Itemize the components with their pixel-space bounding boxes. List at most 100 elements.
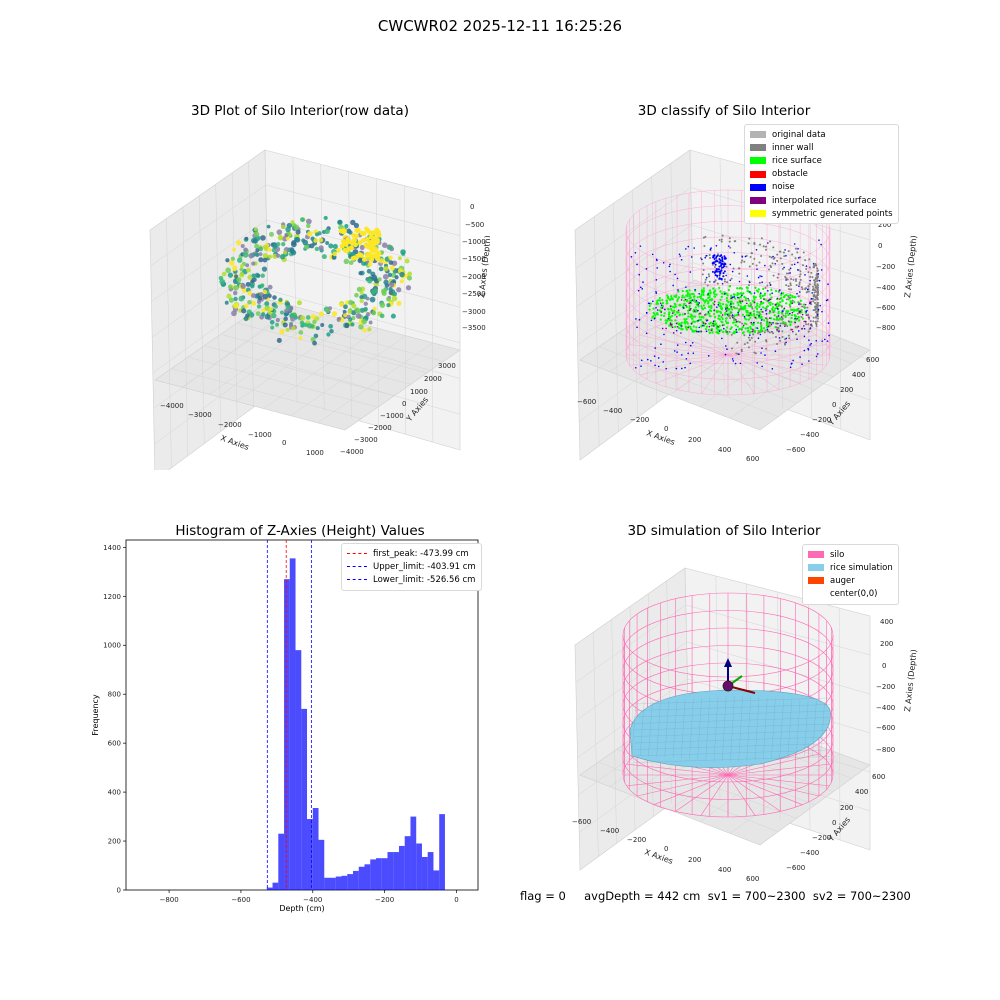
plot1-point bbox=[359, 245, 365, 251]
plot1-point bbox=[236, 277, 242, 283]
plot2-inner-wall-point bbox=[781, 267, 784, 270]
plot2-rice-surface-point bbox=[755, 307, 759, 310]
plot2-rice-surface-point bbox=[688, 297, 691, 300]
plot2-rice-surface-point bbox=[753, 296, 756, 299]
plot4-ztick-3: −200 bbox=[876, 683, 895, 691]
plot1-point bbox=[344, 223, 349, 229]
plot2-interpolated-point bbox=[783, 307, 786, 310]
plot2-noise-point bbox=[720, 269, 723, 272]
plot2-inner-wall-point bbox=[747, 346, 750, 349]
plot2-ytick-2: 200 bbox=[840, 386, 853, 394]
plot2-noise-point bbox=[684, 366, 686, 369]
plot1-point bbox=[251, 300, 257, 306]
plot2-rice-surface-point bbox=[674, 313, 677, 316]
plot2-rice-surface-point bbox=[691, 330, 694, 333]
plot2-noise-point bbox=[645, 311, 648, 314]
plot2-rice-surface-point bbox=[739, 295, 742, 298]
plot1-point bbox=[361, 260, 367, 266]
plot1-point bbox=[228, 284, 233, 290]
plot2-interpolated-point bbox=[684, 298, 687, 301]
plot2-noise-point bbox=[756, 362, 759, 364]
plot2-interpolated-point bbox=[801, 327, 804, 330]
legend-label: center(0,0) bbox=[830, 589, 878, 600]
plot2-rice-surface-point bbox=[723, 291, 726, 294]
legend-label: noise bbox=[772, 182, 795, 193]
plot2-inner-wall-point bbox=[758, 281, 761, 284]
plot2-rice-surface-point bbox=[715, 331, 718, 334]
plot2-noise-point bbox=[720, 262, 723, 265]
plot1-point bbox=[369, 257, 375, 262]
plot1-point bbox=[258, 246, 263, 252]
plot2-inner-wall-point bbox=[811, 276, 814, 279]
plot2-inner-wall-point bbox=[729, 317, 732, 320]
plot1-point bbox=[233, 285, 239, 291]
plot2-inner-wall-point bbox=[777, 304, 780, 307]
plot2-noise-point bbox=[698, 326, 701, 329]
plot2-inner-wall-point bbox=[809, 275, 812, 278]
plot1-point bbox=[269, 231, 274, 237]
plot2-interpolated-point bbox=[702, 322, 705, 324]
plot2-inner-wall-point bbox=[815, 285, 818, 288]
plot2-rice-surface-point bbox=[670, 295, 673, 298]
plot2-noise-point bbox=[662, 261, 665, 264]
plot2-inner-wall-point bbox=[725, 265, 728, 268]
plot2-rice-surface-point bbox=[769, 303, 772, 306]
plot2-rice-surface-point bbox=[692, 292, 695, 296]
plot2-noise-point bbox=[756, 327, 759, 329]
plot2-inner-wall-point bbox=[816, 291, 819, 294]
legend-swatch bbox=[750, 183, 766, 191]
plot2-legend-symmetric: symmetric generated points bbox=[750, 207, 893, 220]
histogram-bar-7 bbox=[307, 819, 313, 890]
plot2-inner-wall-point bbox=[740, 350, 743, 353]
plot2-inner-wall-point bbox=[750, 304, 753, 307]
plot2-interpolated-point bbox=[751, 330, 754, 333]
plot2-rice-surface-point bbox=[769, 301, 772, 304]
plot2-inner-wall-point bbox=[806, 306, 809, 309]
plot2-noise-point bbox=[642, 281, 644, 283]
plot2-rice-surface-point bbox=[694, 300, 697, 304]
plot2-rice-surface-point bbox=[676, 299, 679, 302]
plot2-noise-point bbox=[765, 309, 767, 312]
plot2-rice-surface-point bbox=[725, 303, 728, 306]
plot2-interpolated-point bbox=[745, 302, 748, 305]
plot2-rice-surface-point bbox=[656, 301, 659, 304]
plot1-ztick-3: −1500 bbox=[462, 255, 486, 263]
plot1-point bbox=[364, 236, 370, 242]
plot1-xtick-4: 0 bbox=[282, 439, 286, 447]
plot1-point bbox=[399, 279, 404, 284]
plot2-rice-surface-point bbox=[787, 309, 790, 313]
plot2-noise-point bbox=[668, 265, 671, 268]
plot2-rice-surface-point bbox=[757, 316, 761, 319]
plot2-rice-surface-point bbox=[779, 301, 782, 304]
plot1-point bbox=[231, 310, 237, 317]
plot2-inner-wall-point bbox=[807, 284, 810, 287]
plot2-rice-surface-point bbox=[785, 310, 788, 313]
plot2-inner-wall-point bbox=[807, 271, 810, 274]
plot2-rice-surface-point bbox=[678, 304, 681, 307]
plot2-noise-point bbox=[772, 322, 774, 324]
plot2-inner-wall-point bbox=[783, 338, 786, 341]
plot2-ztick-1: 0 bbox=[878, 242, 882, 250]
plot1-point bbox=[354, 292, 359, 298]
plot2-rice-surface-point bbox=[735, 307, 739, 310]
plot2-rice-surface-point bbox=[689, 299, 693, 302]
histogram-bar-8 bbox=[312, 808, 319, 890]
plot2-inner-wall-point bbox=[813, 283, 816, 286]
plot2-rice-surface-point bbox=[687, 315, 690, 318]
plot1-ztick-7: −3500 bbox=[462, 324, 486, 332]
histogram-xlabel: Depth (cm) bbox=[279, 904, 324, 913]
plot2-rice-surface-point bbox=[753, 298, 756, 301]
legend-line bbox=[347, 553, 367, 555]
plot2-noise-point bbox=[764, 354, 766, 356]
plot2-noise-point bbox=[820, 243, 822, 246]
plot1-point bbox=[239, 272, 245, 278]
plot1-point bbox=[300, 217, 305, 222]
plot2-noise-point bbox=[651, 253, 654, 256]
plot1-point bbox=[247, 274, 253, 280]
plot2-rice-surface-point bbox=[750, 292, 753, 295]
plot2-inner-wall-point bbox=[813, 302, 816, 305]
plot1-point bbox=[332, 243, 338, 250]
plot2-noise-point bbox=[681, 354, 683, 356]
plot2-rice-surface-point bbox=[708, 331, 712, 335]
plot1-xtick-1: −3000 bbox=[188, 411, 212, 419]
